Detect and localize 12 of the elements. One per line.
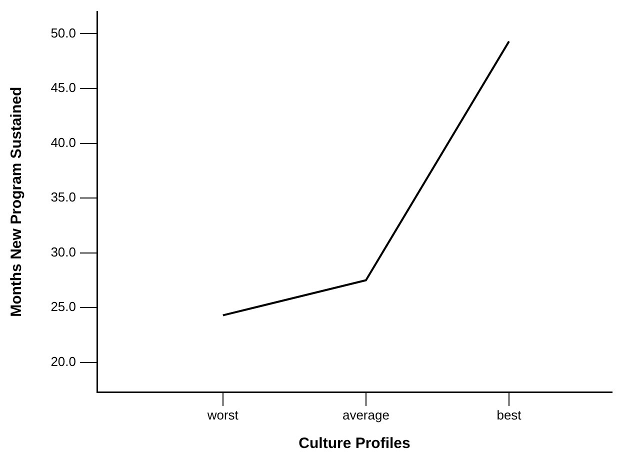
x-tick-label: worst — [206, 407, 239, 422]
y-axis-title: Months New Program Sustained — [8, 86, 26, 317]
x-tick-label: best — [496, 407, 522, 422]
y-tick-label: 40.0 — [50, 134, 76, 150]
x-tick-label: average — [342, 407, 390, 422]
y-tick-label: 20.0 — [50, 354, 76, 369]
x-axis-title: Culture Profiles — [298, 435, 410, 452]
y-tick-label: 30.0 — [50, 244, 76, 260]
y-tick-label: 45.0 — [50, 80, 76, 96]
y-tick-label: 35.0 — [50, 190, 76, 205]
y-tick-label: 25.0 — [50, 299, 76, 314]
y-tick-label: 50.0 — [50, 25, 76, 40]
